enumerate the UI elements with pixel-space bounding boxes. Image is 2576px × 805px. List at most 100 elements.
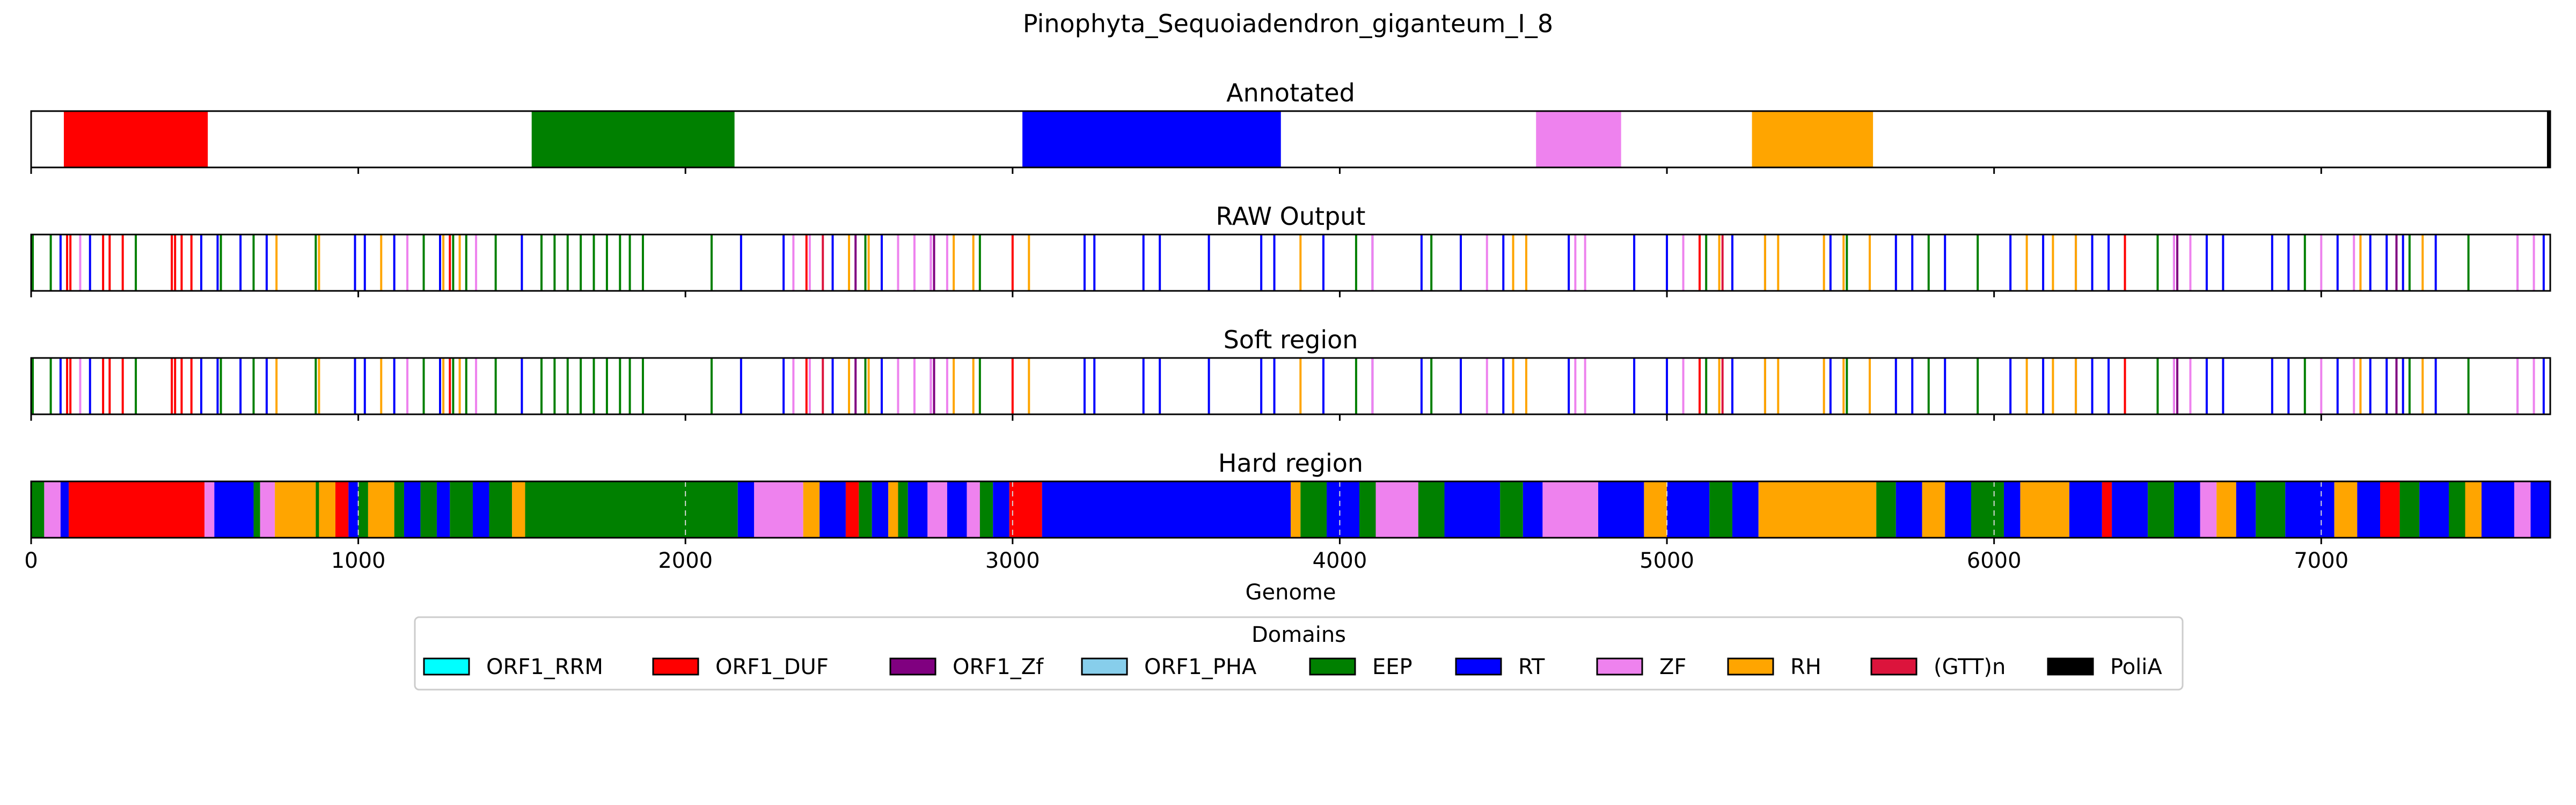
segment-orf1-duf xyxy=(63,111,208,167)
segment-zf xyxy=(927,481,947,538)
legend-entry-orf1-pha: ORF1_PHA xyxy=(1081,655,1257,679)
segment-rt xyxy=(908,481,928,538)
segment-eep xyxy=(489,481,513,538)
panel-soft-region: Soft region xyxy=(30,325,2551,421)
segment-rt xyxy=(1022,111,1281,167)
segment-eep xyxy=(979,481,993,538)
x-tick-label: 3000 xyxy=(985,548,1040,573)
legend-label: ORF1_DUF xyxy=(715,655,829,679)
segment-orf1-duf xyxy=(69,481,205,538)
legend-swatch xyxy=(1455,657,1502,676)
segment-rt xyxy=(872,481,889,538)
segment-rt xyxy=(214,481,254,538)
legend-swatch xyxy=(1081,657,1128,676)
segment-rt xyxy=(1042,481,1291,538)
segment-eep xyxy=(2399,481,2420,538)
segment-zf xyxy=(2514,481,2531,538)
segment-polia xyxy=(2546,111,2550,167)
segment-rt xyxy=(2112,481,2148,538)
legend-entry-rt: RT xyxy=(1455,655,1545,679)
x-tick-label: 6000 xyxy=(1967,548,2022,573)
panel-frame-raw-output xyxy=(30,233,2551,292)
legend-entry-gtt-n: (GTT)n xyxy=(1870,655,2006,679)
segment-rh xyxy=(1758,481,1877,538)
segment-rh xyxy=(368,481,394,538)
panel-annotated: Annotated xyxy=(30,78,2551,174)
segment-eep xyxy=(316,481,319,538)
legend-label: RT xyxy=(1518,655,1545,679)
segment-rt xyxy=(1598,481,1644,538)
legend-swatch xyxy=(1870,657,1918,676)
segment-rt xyxy=(1444,481,1501,538)
panel-title-raw-output: RAW Output xyxy=(1216,202,1366,231)
segment-rt xyxy=(2285,481,2334,538)
segment-zf xyxy=(1375,481,1418,538)
segment-zf xyxy=(260,481,275,538)
segment-rh xyxy=(319,481,335,538)
segment-eep xyxy=(253,481,260,538)
legend-label: PoliA xyxy=(2110,655,2162,679)
segment-rh xyxy=(2216,481,2236,538)
segment-zf xyxy=(44,481,61,538)
panel-hard-region: Hard region xyxy=(30,449,2551,544)
panel-frame-soft-region xyxy=(30,357,2551,415)
segment-rh xyxy=(888,481,898,538)
segment-eep xyxy=(2449,481,2465,538)
legend-label: ORF1_PHA xyxy=(1144,655,1257,679)
segment-eep xyxy=(31,481,45,538)
segment-rh xyxy=(803,481,820,538)
segment-rt xyxy=(2419,481,2449,538)
segment-eep xyxy=(531,111,735,167)
segment-rt xyxy=(737,481,755,538)
segment-rh xyxy=(2334,481,2358,538)
segment-rt xyxy=(2481,481,2514,538)
legend-title: Domains xyxy=(1252,623,1346,647)
segment-rt xyxy=(1523,481,1543,538)
legend-label: RH xyxy=(1790,655,1821,679)
segment-rt xyxy=(60,481,69,538)
segment-rt xyxy=(2236,481,2256,538)
x-tick-label: 2000 xyxy=(658,548,713,573)
segment-eep xyxy=(1876,481,1896,538)
segment-rt xyxy=(2069,481,2102,538)
legend-label: ZF xyxy=(1659,655,1686,679)
legend-entry-orf1-duf: ORF1_DUF xyxy=(652,655,829,679)
segment-orf1-duf xyxy=(2102,481,2112,538)
legend-swatch xyxy=(652,657,699,676)
panel-title-hard-region: Hard region xyxy=(1218,449,1363,478)
segment-zf xyxy=(1542,481,1599,538)
segment-rt xyxy=(348,481,358,538)
segment-rt xyxy=(1327,481,1360,538)
x-tick-label: 5000 xyxy=(1640,548,1694,573)
segment-eep xyxy=(525,481,738,538)
segment-rh xyxy=(1644,481,1667,538)
segment-rt xyxy=(993,481,1009,538)
segment-rh xyxy=(2465,481,2482,538)
legend-entry-orf1-zf: ORF1_Zf xyxy=(889,655,1044,679)
x-tick-label: 1000 xyxy=(331,548,386,573)
panel-title-annotated: Annotated xyxy=(1226,78,1355,107)
figure-title: Pinophyta_Sequoiadendron_giganteum_I_8 xyxy=(1023,9,1553,38)
segment-rt xyxy=(2530,481,2550,538)
segment-zf xyxy=(1536,111,1621,167)
segment-rt xyxy=(1896,481,1922,538)
segment-eep xyxy=(1418,481,1445,538)
legend-entry-zf: ZF xyxy=(1596,655,1686,679)
segment-rt xyxy=(1945,481,1971,538)
segment-rt xyxy=(2003,481,2021,538)
legend-entry-polia: PoliA xyxy=(2047,655,2162,679)
segment-rt xyxy=(947,481,967,538)
segment-rh xyxy=(275,481,316,538)
genome-x-axis: 0 1000 2000 3000 4000 5000 6000 7000 xyxy=(24,548,2348,573)
legend-swatch xyxy=(889,657,936,676)
segment-eep xyxy=(2148,481,2174,538)
legend-swatch xyxy=(1309,657,1356,676)
x-tick-label: 4000 xyxy=(1313,548,1367,573)
panel-frame-hard-region xyxy=(30,480,2551,539)
legend-entry-orf1-rrm: ORF1_RRM xyxy=(423,655,603,679)
panel-title-soft-region: Soft region xyxy=(1224,325,1358,354)
x-axis-label: Genome xyxy=(1245,580,1336,605)
panel-stack: Annotated RAW Output Soft region Hard regio… xyxy=(30,78,2551,544)
legend-label: ORF1_RRM xyxy=(486,655,603,679)
legend-swatch xyxy=(423,657,470,676)
